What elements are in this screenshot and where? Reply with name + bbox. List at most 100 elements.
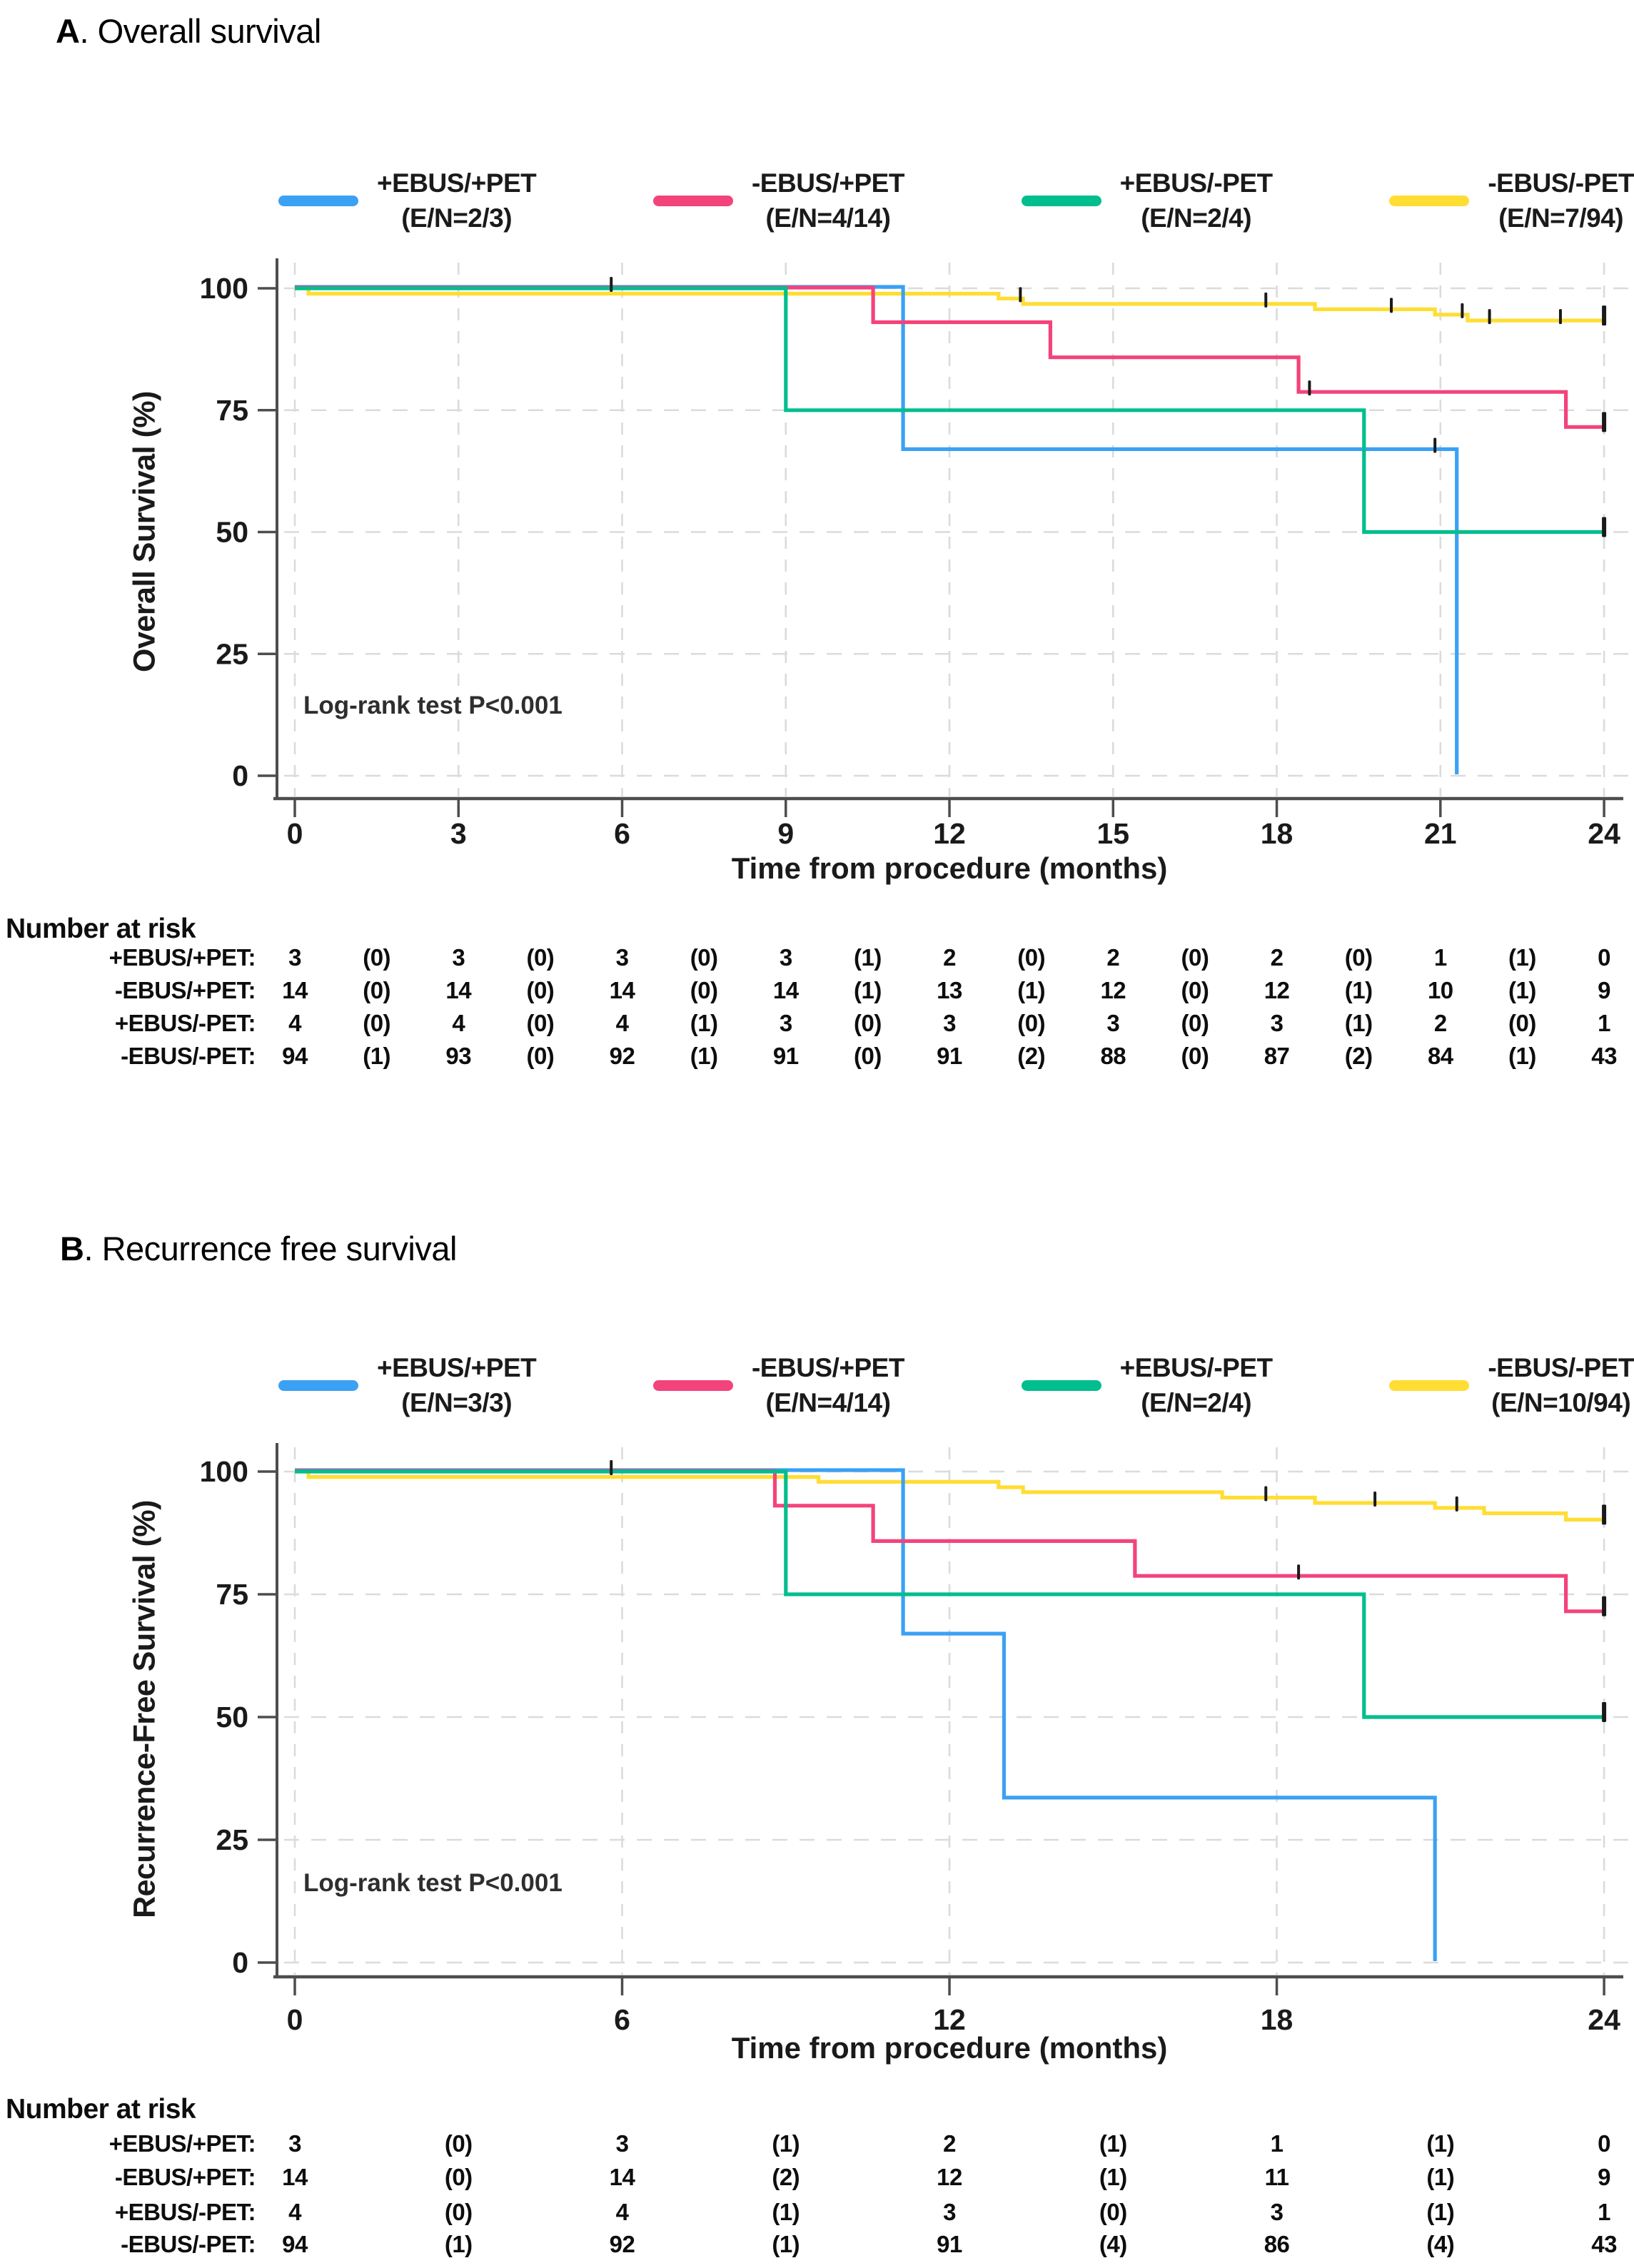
x-axis-title: Time from procedure (months): [732, 851, 1168, 885]
legend-swatch-ebus-neg-pet-pos: [652, 195, 733, 206]
legend-label-ebus-pos-pet-neg: +EBUS/-PET (E/N=2/4): [1120, 1350, 1273, 1420]
risk-censored-count: (2): [1344, 1043, 1373, 1069]
censor-tick-ebus-neg-pet-pos: [1297, 1564, 1301, 1580]
km-curve-ebus-pos-pet-neg: [295, 1469, 1605, 1719]
risk-at-risk-count: 0: [1598, 944, 1610, 971]
y-tick-label: 75: [216, 1578, 248, 1611]
risk-at-risk-count: 43: [1591, 2231, 1617, 2257]
panel-a-title-text: . Overall survival: [79, 12, 321, 50]
risk-row--ebus-pet-: -EBUS/+PET: 14 (0) 14 (0) 14 (0) 14 (1) 13 (1) 12 (0…: [0, 977, 1634, 1010]
risk-at-risk-count: 4: [288, 1010, 301, 1036]
legend-en-count: (E/N=10/94): [1491, 1388, 1631, 1417]
y-tick-label: 25: [216, 1823, 248, 1856]
panel-b-title-text: . Recurrence free survival: [84, 1230, 457, 1267]
risk-at-risk-count: 91: [937, 1043, 962, 1069]
km-curve-ebus-pos-pet-pos: [295, 1468, 1437, 1961]
risk-censored-count: (1): [772, 2231, 800, 2257]
risk-censored-count: (1): [772, 2199, 800, 2225]
legend-item-ebus-pos-pet-neg: +EBUS/-PET (E/N=2/4): [1021, 1350, 1273, 1420]
risk-censored-count: (1): [1344, 977, 1373, 1003]
legend-item-ebus-neg-pet-pos: -EBUS/+PET (E/N=4/14): [652, 1350, 904, 1420]
number-at-risk-header-a: Number at risk: [6, 913, 196, 944]
legend-swatch-ebus-neg-pet-neg: [1389, 195, 1470, 206]
risk-censored-count: (0): [526, 1010, 555, 1036]
censor-tick-ebus-pos-pet-neg: [1602, 1702, 1607, 1722]
x-tick-label: 24: [1588, 2003, 1620, 2036]
legend-swatch-ebus-pos-pet-pos: [278, 195, 358, 206]
risk-at-risk-count: 1: [1270, 2130, 1284, 2157]
risk-at-risk-count: 3: [288, 2130, 301, 2157]
x-tick-label: 12: [933, 2003, 966, 2036]
legend-label-ebus-pos-pet-pos: +EBUS/+PET (E/N=2/3): [377, 166, 537, 236]
risk-row-label: +EBUS/-PET:: [114, 2199, 256, 2225]
y-tick-label: 100: [200, 272, 248, 305]
legend-item-ebus-neg-pet-neg: -EBUS/-PET (E/N=7/94): [1389, 166, 1634, 236]
risk-censored-count: (1): [690, 1043, 718, 1069]
risk-at-risk-count: 4: [452, 1010, 465, 1036]
x-tick-label: 3: [450, 817, 467, 850]
censor-tick-ebus-neg-pet-neg: [1602, 305, 1607, 326]
censor-tick-ebus-neg-pet-pos: [1308, 380, 1311, 396]
legend-label-ebus-neg-pet-pos: -EBUS/+PET (E/N=4/14): [752, 1350, 904, 1420]
risk-at-risk-count: 14: [445, 977, 472, 1003]
gridlines: [284, 263, 1630, 796]
legend-group-name: -EBUS/+PET: [751, 1353, 904, 1382]
risk-censored-count: (0): [363, 944, 391, 971]
censor-tick-ebus-neg-pet-neg: [1488, 309, 1491, 325]
risk-censored-count: (0): [444, 2164, 473, 2190]
risk-at-risk-count: 2: [1270, 944, 1284, 971]
risk-at-risk-count: 12: [937, 2164, 962, 2190]
risk-at-risk-count: 87: [1264, 1043, 1290, 1069]
legend-en-count: (E/N=2/3): [401, 203, 513, 233]
legend-item-ebus-neg-pet-neg: -EBUS/-PET (E/N=10/94): [1389, 1350, 1634, 1420]
legend-en-count: (E/N=2/4): [1141, 1388, 1252, 1417]
risk-censored-count: (0): [444, 2130, 473, 2157]
legend-swatch-ebus-neg-pet-neg: [1389, 1379, 1470, 1391]
risk-at-risk-count: 13: [937, 977, 962, 1003]
risk-censored-count: (0): [444, 2199, 473, 2225]
km-curve-ebus-neg-pet-neg: [295, 1469, 1605, 1522]
legend-group-name: -EBUS/+PET: [751, 168, 904, 198]
censor-tick-ebus-neg-pet-neg: [1602, 1504, 1607, 1525]
censor-tick-ebus-neg-pet-neg: [1455, 1496, 1458, 1512]
risk-row--ebus-pet-: +EBUS/+PET: 3 (0) 3 (0) 3 (0) 3 (1) 2 (0) 2 (0) 2 (0) 1…: [0, 944, 1634, 977]
legend-en-count: (E/N=2/4): [1141, 203, 1252, 233]
risk-at-risk-count: 86: [1264, 2231, 1290, 2257]
panel-a-letter: A: [56, 12, 80, 50]
risk-row--ebus-pet-: +EBUS/-PET: 4 (0) 4 (0) 4 (1) 3 (0) 3 (0) 3 (0) 3 (1) 2…: [0, 1010, 1634, 1043]
y-tick-label: 50: [216, 516, 248, 549]
y-tick-label: 100: [200, 1455, 248, 1488]
risk-at-risk-count: 3: [288, 944, 301, 971]
km-curves: [295, 277, 1607, 774]
x-tick-label: 21: [1424, 817, 1457, 850]
x-tick-label: 24: [1588, 817, 1620, 850]
risk-censored-count: (0): [526, 944, 555, 971]
risk-censored-count: (4): [1426, 2231, 1455, 2257]
logrank-annotation: Log-rank test P<0.001: [303, 1869, 563, 1897]
censor-tick-ebus-pos-pet-neg: [610, 1460, 613, 1475]
risk-at-risk-count: 3: [615, 944, 629, 971]
panel-b-title: B. Recurrence free survival: [60, 1229, 457, 1268]
risk-at-risk-count: 14: [609, 977, 635, 1003]
legend-label-ebus-neg-pet-neg: -EBUS/-PET (E/N=10/94): [1488, 1350, 1634, 1420]
km-curves: [295, 1460, 1607, 1961]
risk-at-risk-count: 12: [1264, 977, 1290, 1003]
y-tick-label: 0: [232, 1946, 248, 1979]
risk-row--ebus-pet-: -EBUS/-PET: 94 (1) 92 (1) 91 (4) 86 (4) 43: [0, 2231, 1634, 2264]
censor-tick-ebus-pos-pet-neg: [1602, 517, 1607, 537]
legend-swatch-ebus-neg-pet-pos: [652, 1379, 733, 1391]
risk-censored-count: (1): [1426, 2130, 1455, 2157]
legend-item-ebus-pos-pet-neg: +EBUS/-PET (E/N=2/4): [1021, 166, 1273, 236]
x-tick-label: 9: [777, 817, 794, 850]
risk-row-label: -EBUS/+PET:: [114, 2164, 256, 2190]
legend-swatch-ebus-pos-pet-neg: [1021, 195, 1101, 206]
risk-at-risk-count: 2: [943, 944, 956, 971]
risk-at-risk-count: 14: [282, 2164, 308, 2190]
risk-at-risk-count: 0: [1598, 2130, 1610, 2157]
risk-censored-count: (0): [1017, 944, 1046, 971]
risk-row-label: +EBUS/-PET:: [114, 1010, 256, 1036]
km-curve-ebus-neg-pet-pos: [295, 285, 1605, 429]
risk-censored-count: (0): [526, 1043, 555, 1069]
censor-tick-ebus-neg-pet-pos: [1602, 1596, 1607, 1616]
risk-at-risk-count: 9: [1598, 2164, 1610, 2190]
